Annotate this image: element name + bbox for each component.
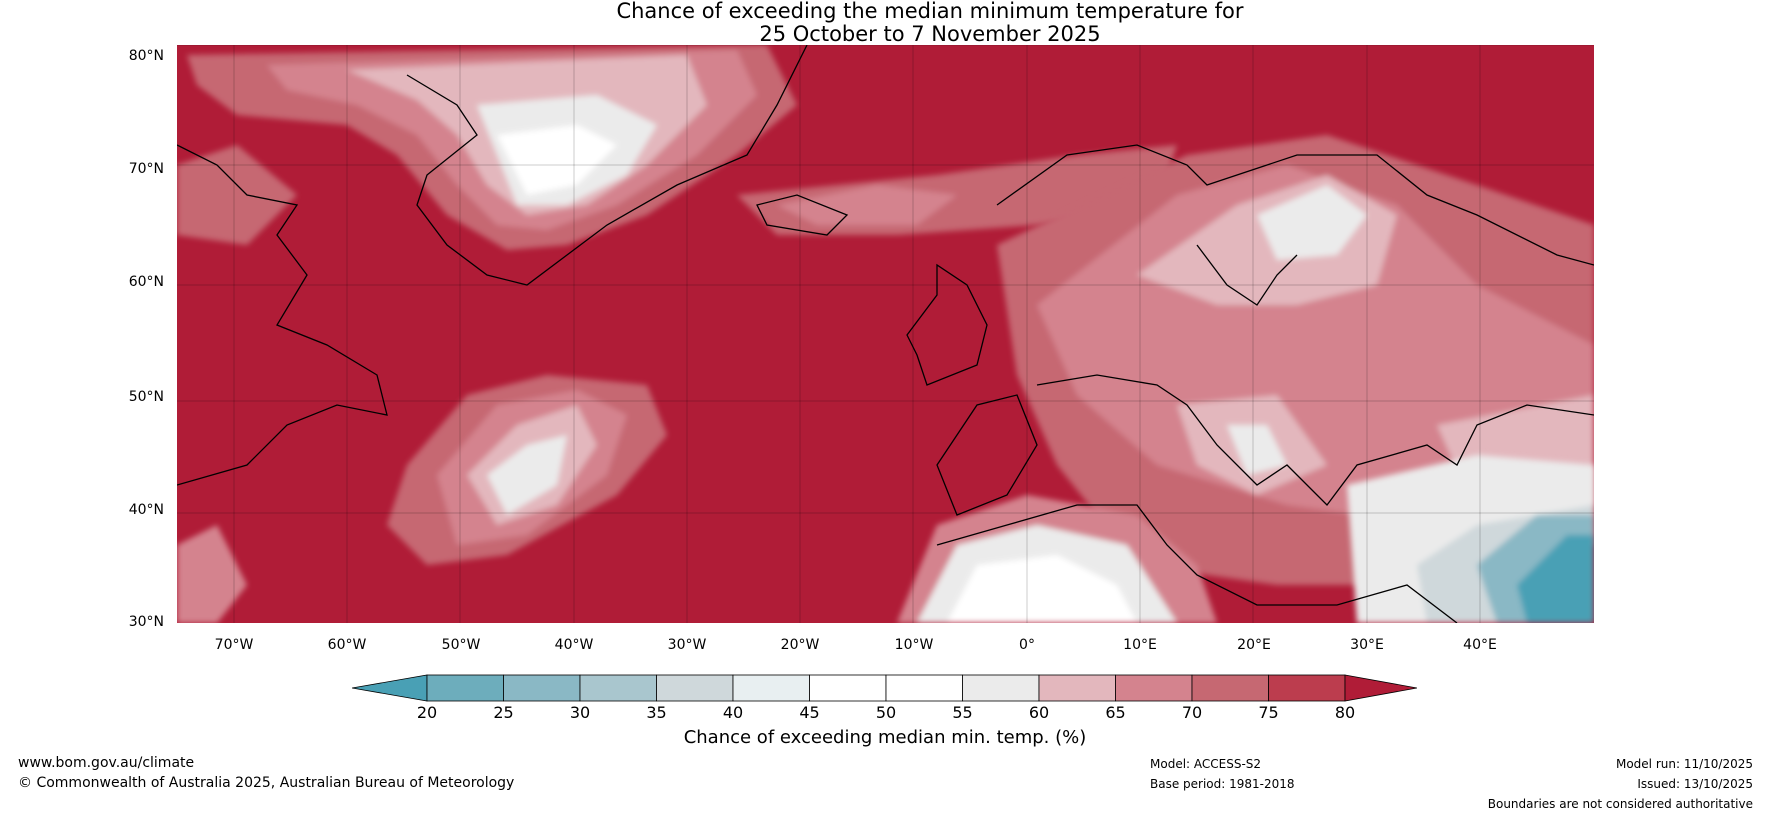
colorbar-tick-60: 60 bbox=[1028, 703, 1050, 722]
colorbar-extend-low bbox=[352, 674, 428, 702]
lon-label-70w: 70°W bbox=[214, 637, 254, 653]
base-period: Base period: 1981-2018 bbox=[1150, 777, 1295, 791]
lat-label-30n: 30°N bbox=[128, 614, 164, 630]
lon-label-40e: 40°E bbox=[1463, 637, 1497, 653]
lon-label-50w: 50°W bbox=[441, 637, 481, 653]
colorbar-segment-b70_75 bbox=[1191, 674, 1269, 702]
colorbar-segment-b45_50 bbox=[809, 674, 887, 702]
colorbar-segment-b20_25 bbox=[426, 674, 504, 702]
colorbar-tick-50: 50 bbox=[875, 703, 897, 722]
gridlines bbox=[177, 45, 1594, 623]
lat-label-50n: 50°N bbox=[128, 389, 164, 405]
colorbar-extend-high bbox=[1344, 674, 1417, 702]
lon-label-60w: 60°W bbox=[327, 637, 367, 653]
lon-label-30w: 30°W bbox=[667, 637, 707, 653]
issued-date: Issued: 13/10/2025 bbox=[1637, 777, 1753, 791]
lon-label-10w: 10°W bbox=[894, 637, 934, 653]
lon-label-0: 0° bbox=[1019, 637, 1035, 653]
colorbar-segment-b30_35 bbox=[579, 674, 657, 702]
africa-mideast-field bbox=[897, 455, 1594, 623]
colorbar-tick-30: 30 bbox=[569, 703, 591, 722]
colorbar bbox=[352, 674, 1417, 702]
colorbar-tick-80: 80 bbox=[1334, 703, 1356, 722]
lon-label-20e: 20°E bbox=[1237, 637, 1271, 653]
colorbar-tick-75: 75 bbox=[1258, 703, 1279, 722]
greenland-field bbox=[187, 45, 797, 250]
west-edge-field bbox=[177, 145, 297, 623]
colorbar-segment-b60_65 bbox=[1038, 674, 1116, 702]
lon-label-10e: 10°E bbox=[1123, 637, 1157, 653]
lat-label-40n: 40°N bbox=[128, 502, 164, 518]
colorbar-segment-b55_60 bbox=[962, 674, 1040, 702]
copyright-text: © Commonwealth of Australia 2025, Austra… bbox=[18, 775, 515, 791]
colorbar-segment-b65_70 bbox=[1115, 674, 1193, 702]
map-title-line-2: 25 October to 7 November 2025 bbox=[759, 22, 1101, 46]
map-title-line-1: Chance of exceeding the median minimum t… bbox=[616, 0, 1244, 23]
colorbar-tick-45: 45 bbox=[799, 703, 820, 722]
lon-label-20w: 20°W bbox=[780, 637, 820, 653]
model-run-date: Model run: 11/10/2025 bbox=[1615, 757, 1753, 771]
coastlines bbox=[177, 45, 1594, 623]
colorbar-tick-65: 65 bbox=[1105, 703, 1126, 722]
website-link[interactable]: www.bom.gov.au/climate bbox=[18, 755, 195, 771]
lat-label-80n: 80°N bbox=[128, 48, 164, 64]
lon-label-40w: 40°W bbox=[554, 637, 594, 653]
colorbar-segment-b25_30 bbox=[503, 674, 581, 702]
boundaries-disclaimer: Boundaries are not considered authoritat… bbox=[1487, 797, 1753, 811]
colorbar-tick-25: 25 bbox=[493, 703, 514, 722]
colorbar-segment-b35_40 bbox=[656, 674, 734, 702]
colorbar-tick-40: 40 bbox=[722, 703, 744, 722]
colorbar-segment-b50_55 bbox=[885, 674, 963, 702]
colorbar-label: Chance of exceeding median min. temp. (%… bbox=[683, 727, 1087, 748]
atlantic-field bbox=[387, 375, 667, 565]
lat-label-60n: 60°N bbox=[128, 274, 164, 290]
colorbar-tick-20: 20 bbox=[416, 703, 438, 722]
lat-label-70n: 70°N bbox=[128, 161, 164, 177]
lon-label-30e: 30°E bbox=[1350, 637, 1384, 653]
colorbar-tick-55: 55 bbox=[952, 703, 973, 722]
model-name: Model: ACCESS-S2 bbox=[1150, 757, 1262, 771]
colorbar-tick-35: 35 bbox=[646, 703, 667, 722]
colorbar-tick-70: 70 bbox=[1181, 703, 1203, 722]
probability-map bbox=[177, 45, 1594, 623]
colorbar-segment-b75_80 bbox=[1268, 674, 1346, 702]
colorbar-segment-b40_45 bbox=[732, 674, 810, 702]
